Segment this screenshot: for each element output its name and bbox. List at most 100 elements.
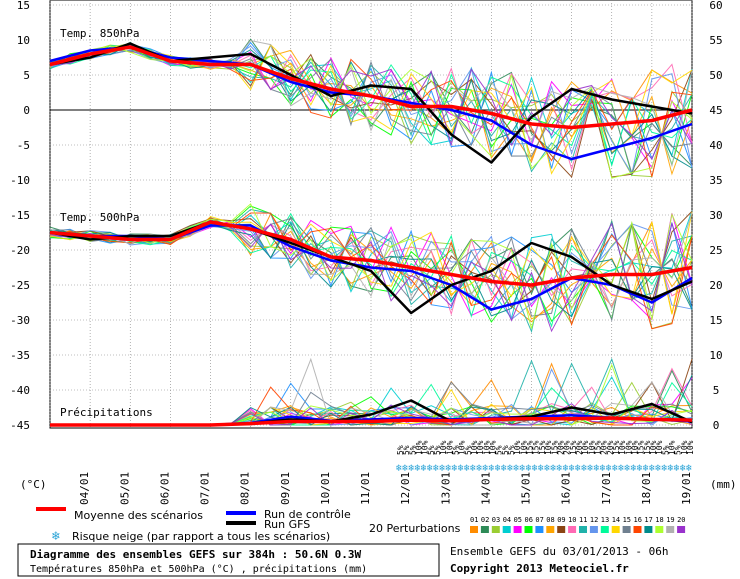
snowflake-icon: ❄ — [519, 463, 526, 474]
snow-risk-percent: 10% — [458, 440, 467, 455]
copyright-label: Copyright 2013 Meteociel.fr — [450, 562, 629, 575]
snowflake-icon: ❄ — [649, 463, 656, 474]
perturbation-swatch — [600, 526, 609, 533]
snow-risk-percent: 5% — [674, 445, 683, 455]
snowflake-icon: ❄ — [593, 463, 600, 474]
left-tick-label: -20 — [10, 244, 30, 257]
right-tick-label: 0 — [713, 419, 720, 432]
snowflake-icon: ❄ — [563, 463, 570, 474]
right-tick-label: 30 — [709, 209, 722, 222]
perturbation-id: 14 — [612, 516, 620, 524]
snow-risk-percent: 15% — [593, 440, 602, 455]
snow-risk-percent: 10% — [581, 440, 590, 455]
right-tick-label: 5 — [713, 384, 720, 397]
legend-snow-label: Risque neige (par rapport a tous les scé… — [72, 530, 330, 543]
right-tick-label: 50 — [709, 69, 722, 82]
snowflake-icon: ❄ — [680, 463, 687, 474]
perturbation-id: 06 — [525, 516, 533, 524]
perturbation-line — [49, 212, 693, 328]
right-tick-label: 10 — [709, 349, 722, 362]
info-box — [17, 543, 440, 577]
perturbation-id: 09 — [557, 516, 565, 524]
snowflake-icon: ❄ — [526, 463, 533, 474]
perturbation-swatch — [622, 526, 631, 533]
legend-mean-label: Moyenne des scénarios — [74, 509, 203, 522]
snowflake-icon: ❄ — [630, 463, 637, 474]
snow-risk-percent: 5% — [433, 445, 442, 455]
snowflake-icon: ❄ — [550, 463, 557, 474]
snow-risk-percent: 15% — [538, 440, 547, 455]
snowflake-icon: ❄ — [458, 463, 465, 474]
date-label: 07/01 — [199, 472, 212, 505]
left-tick-label: -15 — [10, 209, 30, 222]
snowflake-icon: ❄ — [556, 463, 563, 474]
snowflake-icon: ❄ — [445, 463, 452, 474]
snowflake-icon: ❄ — [606, 463, 613, 474]
panel-label-850: Temp. 850hPa — [60, 27, 139, 40]
date-label: 04/01 — [78, 472, 91, 505]
date-label: 19/01 — [680, 472, 693, 505]
snowflake-icon: ❄ — [587, 463, 594, 474]
perturbation-swatch — [524, 526, 533, 533]
panel-label-precip: Précipitations — [60, 406, 153, 419]
snowflake-icon: ❄ — [532, 463, 539, 474]
snowflake-icon: ❄ — [408, 463, 415, 474]
snow-risk-percent: 10% — [587, 440, 596, 455]
grid — [49, 0, 693, 428]
left-tick-label: -45 — [10, 419, 30, 432]
snowflake-icon: ❄ — [667, 463, 674, 474]
left-tick-label: 10 — [17, 34, 30, 47]
snow-risk-percent: 15% — [612, 440, 621, 455]
snowflake-icon: ❄ — [618, 463, 625, 474]
snowflake-icon: ❄ — [538, 463, 545, 474]
snow-risk-row: 5%❄5%❄5%❄10%❄10%❄5%❄5%❄10%❄10%❄5%❄10%❄5%… — [396, 440, 695, 474]
date-label: 16/01 — [560, 472, 573, 505]
perturbation-id: 07 — [535, 516, 543, 524]
snowflake-icon: ❄ — [581, 463, 588, 474]
snowflake-icon: ❄ — [612, 463, 619, 474]
snow-risk-percent: 5% — [402, 445, 411, 455]
perturbation-swatch — [611, 526, 620, 533]
left-tick-label: -35 — [10, 349, 30, 362]
snow-risk-percent: 5% — [661, 445, 670, 455]
date-label: 13/01 — [439, 472, 452, 505]
left-tick-label: -5 — [17, 139, 30, 152]
snowflake-icon: ❄ — [507, 463, 514, 474]
perturbation-id: 13 — [601, 516, 609, 524]
perturbation-swatch — [535, 526, 544, 533]
mean-line-panel-2 — [49, 220, 693, 287]
snowflake-icon: ❄ — [476, 463, 483, 474]
snowflake-icon: ❄ — [501, 463, 508, 474]
snow-risk-percent: 5% — [507, 445, 516, 455]
right-tick-label: 20 — [709, 279, 722, 292]
snow-risk-percent: 10% — [470, 440, 479, 455]
snowflake-icon: ❄ — [655, 463, 662, 474]
snow-risk-percent: 10% — [421, 440, 430, 455]
perturbation-swatch — [546, 526, 555, 533]
gfs-line-panel-2 — [49, 220, 693, 315]
legend-perturbations-label: 20 Perturbations — [369, 522, 461, 535]
snow-risk-percent: 15% — [550, 440, 559, 455]
left-axis-unit: (°C) — [20, 478, 47, 491]
perturbation-swatch — [513, 526, 522, 533]
legend-control-label: Run de contrôle — [264, 508, 351, 521]
perturbation-id: 19 — [666, 516, 674, 524]
snowflake-icon: ❄ — [396, 463, 403, 474]
mean-line-panel-3 — [50, 416, 693, 427]
perturbation-line — [49, 41, 693, 173]
perturbation-line — [49, 45, 693, 179]
perturbation-id: 12 — [590, 516, 598, 524]
snow-risk-percent: 20% — [563, 440, 572, 455]
right-tick-label: 55 — [709, 34, 722, 47]
snowflake-icon: ❄ — [482, 463, 489, 474]
snowflake-icon: ❄ — [674, 463, 681, 474]
snow-risk-percent: 10% — [445, 440, 454, 455]
perturbation-id: 15 — [623, 516, 631, 524]
snow-risk-percent: 15% — [526, 440, 535, 455]
date-label: 15/01 — [520, 472, 533, 505]
mean-line-panel-1 — [49, 45, 693, 130]
snowflake-icon: ❄ — [464, 463, 471, 474]
perturbation-swatch — [666, 526, 675, 533]
snowflake-icon: ❄ — [402, 463, 409, 474]
